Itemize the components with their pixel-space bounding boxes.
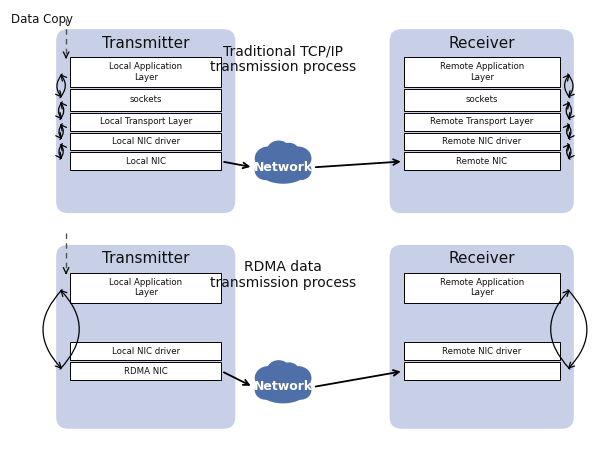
Text: Remote Transport Layer: Remote Transport Layer [430,117,533,126]
FancyBboxPatch shape [390,245,574,429]
Text: Local NIC driver: Local NIC driver [112,346,180,356]
Ellipse shape [285,366,312,390]
Text: Receiver: Receiver [448,36,515,51]
Text: Remote NIC driver: Remote NIC driver [442,137,521,146]
Bar [70,112,221,130]
Bar [70,57,221,87]
Bar [403,153,560,171]
Text: Remote Application
Layer: Remote Application Layer [439,62,524,81]
FancyBboxPatch shape [56,245,235,429]
Bar [403,89,560,111]
Text: Remote Application
Layer: Remote Application Layer [439,278,524,297]
Ellipse shape [285,147,312,171]
Bar [403,273,560,302]
Ellipse shape [255,147,282,171]
Bar [70,89,221,111]
Bar [403,57,560,87]
Bar [70,133,221,150]
Ellipse shape [255,161,276,180]
Text: Local Transport Layer: Local Transport Layer [100,117,192,126]
Text: sockets: sockets [466,95,498,104]
Text: Network: Network [254,381,313,393]
Ellipse shape [255,366,282,390]
Ellipse shape [279,362,299,382]
FancyBboxPatch shape [390,29,574,213]
Ellipse shape [279,143,299,162]
Text: sockets: sockets [130,95,162,104]
Text: RDMA NIC: RDMA NIC [124,367,167,376]
Ellipse shape [266,140,291,162]
FancyBboxPatch shape [56,29,235,213]
Ellipse shape [256,371,310,403]
Text: Data Copy: Data Copy [12,14,73,26]
Bar [403,342,560,360]
Bar [70,362,221,380]
Bar [70,153,221,171]
Text: Local Application
Layer: Local Application Layer [109,62,182,81]
Text: Network: Network [254,161,313,174]
Bar [70,273,221,302]
Text: Local Application
Layer: Local Application Layer [109,278,182,297]
Ellipse shape [255,380,276,400]
Text: Remote NIC driver: Remote NIC driver [442,346,521,356]
Bar [403,362,560,380]
Ellipse shape [291,161,312,180]
Text: Traditional TCP/IP
transmission process: Traditional TCP/IP transmission process [210,44,356,74]
Text: Transmitter: Transmitter [102,251,189,266]
Text: Receiver: Receiver [448,251,515,266]
Ellipse shape [291,380,312,400]
Text: Local NIC: Local NIC [126,157,166,166]
Bar [403,133,560,150]
Text: Local NIC driver: Local NIC driver [112,137,180,146]
Bar [70,342,221,360]
Ellipse shape [256,151,310,184]
Text: Remote NIC: Remote NIC [456,157,507,166]
Ellipse shape [266,360,291,381]
Bar [403,112,560,130]
Text: Transmitter: Transmitter [102,36,189,51]
Text: RDMA data
transmission process: RDMA data transmission process [210,260,356,290]
